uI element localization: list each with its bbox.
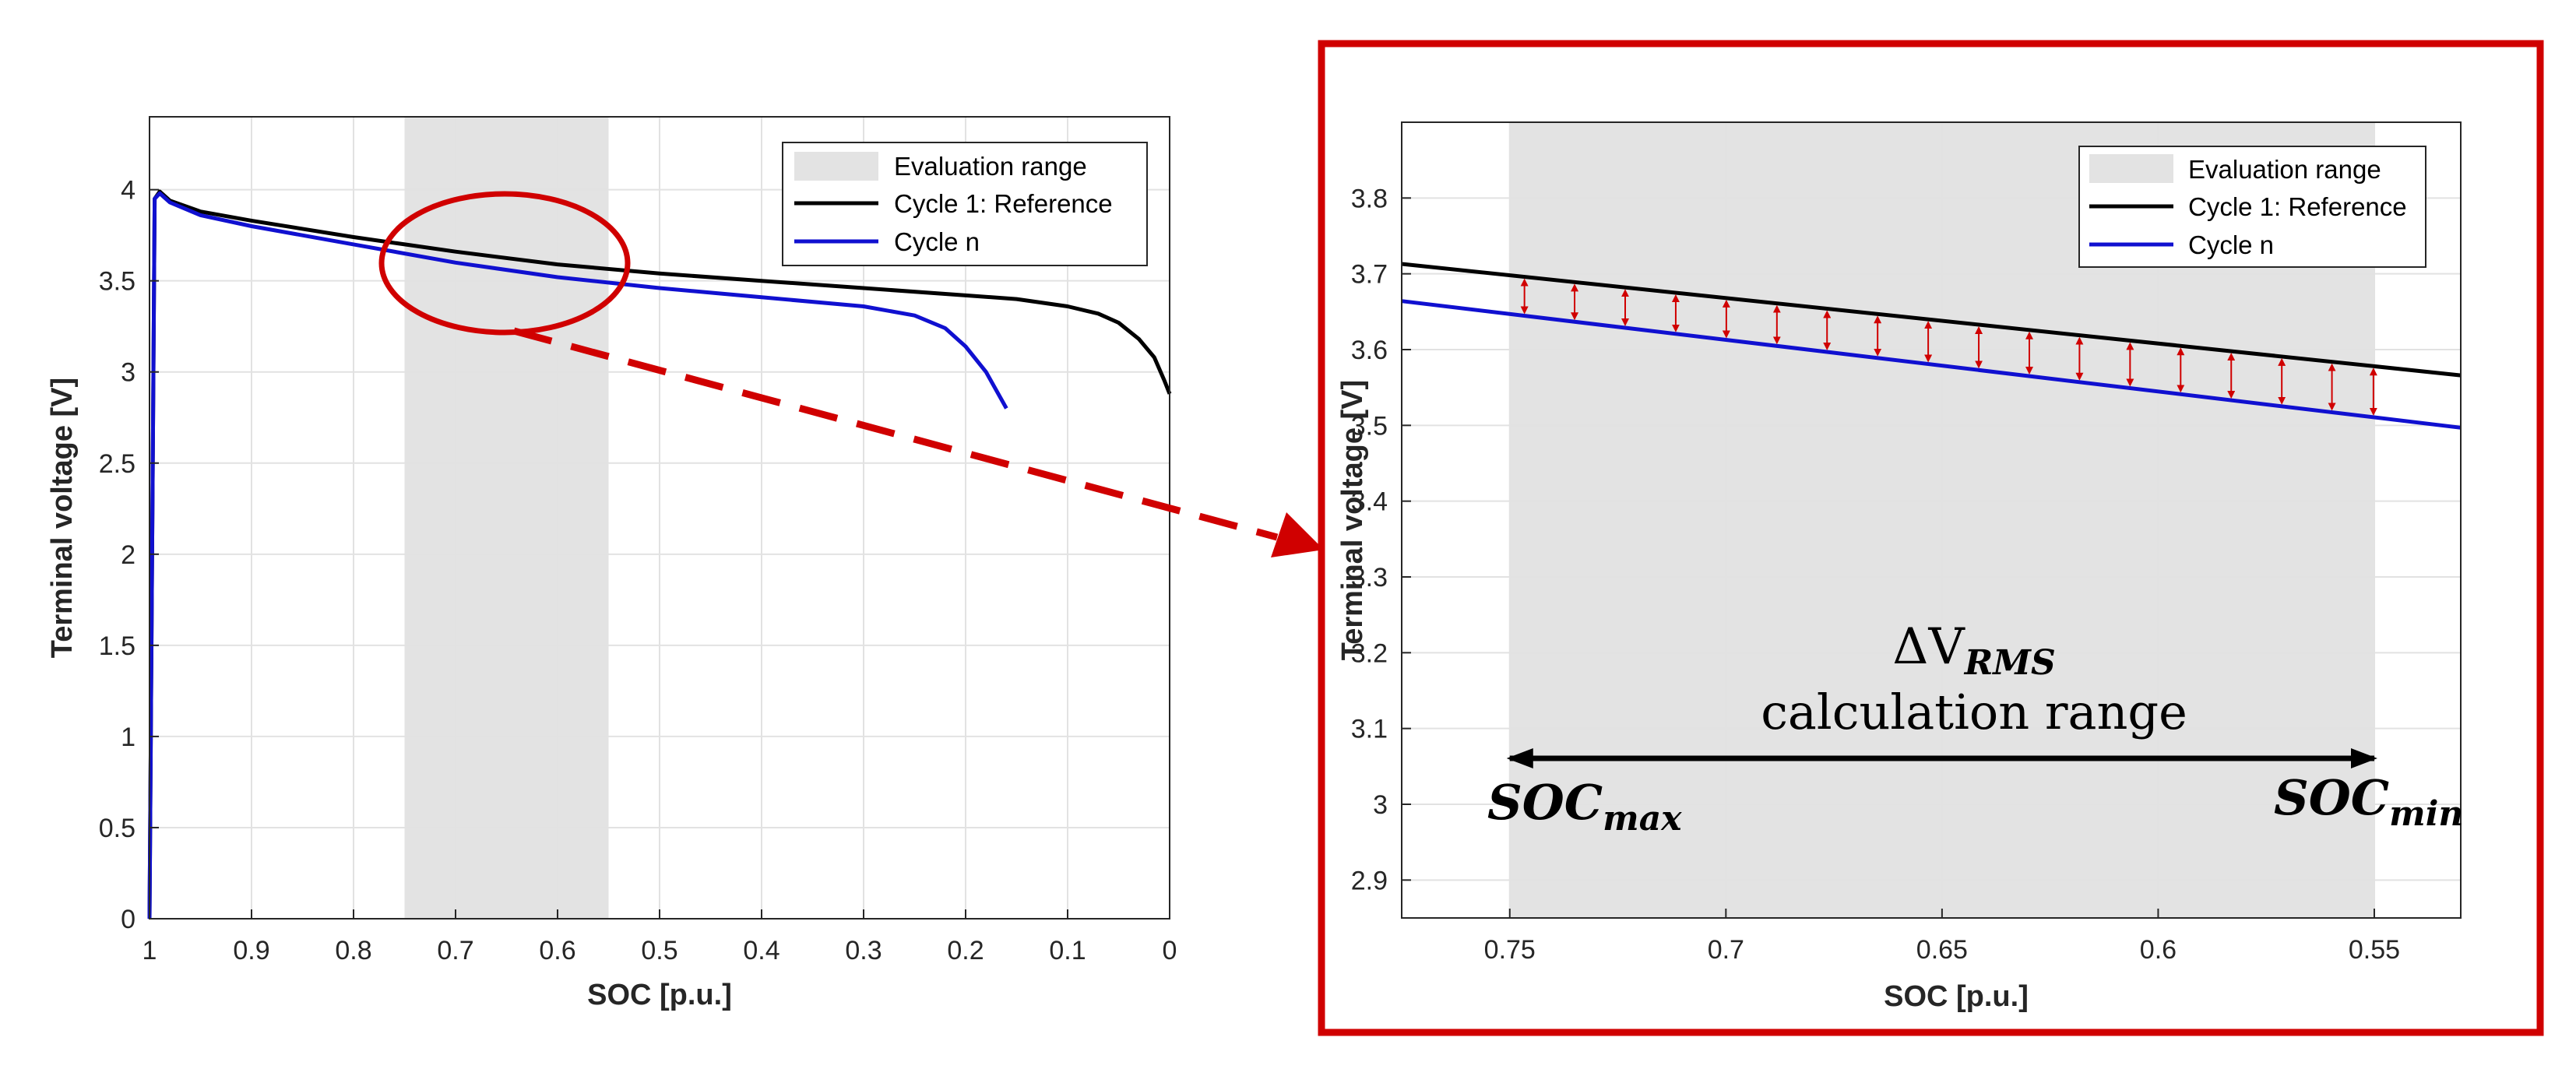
zoom-y-tick-label: 3.5 xyxy=(1351,411,1388,441)
zoom-y-tick-label: 3.2 xyxy=(1351,638,1388,668)
zoom-y-tick-label: 3.1 xyxy=(1351,715,1388,744)
soc-max-label: SOCmax xyxy=(1487,774,1682,839)
overview-evaluation-range-band xyxy=(404,117,609,919)
overview-y-tick-label: 3 xyxy=(121,358,135,388)
zoom-legend-cycle-n: Cycle n xyxy=(2188,230,2274,259)
overview-x-tick-label: 0.2 xyxy=(947,936,984,965)
soc-max-subscript: max xyxy=(1603,799,1682,839)
overview-y-tick-label: 3.5 xyxy=(99,267,135,297)
zoom-legend-reference: Cycle 1: Reference xyxy=(2188,192,2407,221)
zoom-y-axis-label: Terminal voltage [V] xyxy=(1336,380,1369,660)
overview-legend-range: Evaluation range xyxy=(894,152,1087,181)
zoom-y-tick-label: 3.3 xyxy=(1351,563,1388,593)
overview-cycle-n-line xyxy=(147,191,1008,920)
overview-chart: 1 0.9 0.8 0.7 0.6 0.5 0.4 0.3 0.2 0.1 0 0 0.5 1 1.5 2 2… xyxy=(46,116,1177,1011)
zoom-y-tick-label: 3 xyxy=(1373,790,1388,820)
overview-x-tick-label: 0.9 xyxy=(233,936,269,965)
zoom-y-tick-label: 3.4 xyxy=(1351,487,1388,517)
overview-reference-line xyxy=(147,189,1172,920)
overview-x-axis-label: SOC [p.u.] xyxy=(587,979,732,1011)
overview-y-tick-label: 1.5 xyxy=(99,631,135,661)
overview-x-tick-label: 0.3 xyxy=(845,936,882,965)
zoom-reference-line xyxy=(1401,262,2462,378)
delta-v-rms-label: ΔVRMS xyxy=(1892,618,2055,683)
zoom-chart: 0.75 0.7 0.65 0.6 0.55 2.9 3 3.1 3.2 3.3 3.4 3.5 3.… xyxy=(1336,121,2463,1013)
overview-y-tick-label: 2.5 xyxy=(99,449,135,479)
overview-x-tick-label: 0.7 xyxy=(437,936,473,965)
overview-legend: Evaluation range Cycle 1: Reference Cycl… xyxy=(782,142,1148,266)
overview-y-tick-label: 1 xyxy=(121,723,135,752)
delta-v-subscript: RMS xyxy=(1963,643,2056,683)
overview-legend-reference: Cycle 1: Reference xyxy=(894,189,1113,218)
zoom-y-tick-label: 3.8 xyxy=(1351,184,1388,213)
overview-x-tick-label: 1 xyxy=(143,936,157,965)
zoom-x-tick-label: 0.65 xyxy=(1916,935,1968,965)
zoom-legend: Evaluation range Cycle 1: Reference Cycl… xyxy=(2078,146,2426,268)
overview-x-tick-label: 0.6 xyxy=(539,936,575,965)
zoom-connector-arrowhead xyxy=(1271,512,1324,557)
zoom-connector-arrow xyxy=(512,327,1279,541)
zoom-highlight-ellipse xyxy=(378,191,631,336)
overview-x-tick-label: 0 xyxy=(1163,936,1177,965)
overview-x-tick-label: 0.5 xyxy=(641,936,677,965)
zoom-legend-range-swatch xyxy=(2089,154,2173,183)
overview-x-tick-label: 0.4 xyxy=(743,936,779,965)
zoom-cycle-n-line xyxy=(1401,299,2462,430)
zoom-legend-range: Evaluation range xyxy=(2188,155,2381,184)
overview-y-axis-label: Terminal voltage [V] xyxy=(46,378,79,658)
zoom-x-tick-label: 0.55 xyxy=(2349,935,2400,965)
zoom-x-axis-label: SOC [p.u.] xyxy=(1884,980,2029,1013)
zoom-panel-frame xyxy=(1318,40,2544,1036)
zoom-x-tick-label: 0.6 xyxy=(2140,935,2177,965)
overview-y-tick-label: 0 xyxy=(121,905,135,934)
overview-y-tick-label: 0.5 xyxy=(99,814,135,843)
overview-x-tick-label: 0.1 xyxy=(1049,936,1086,965)
calculation-range-label: calculation range xyxy=(1761,684,2187,740)
soc-min-main: SOC xyxy=(2274,769,2389,826)
overview-legend-range-swatch xyxy=(794,152,878,181)
delta-v-symbol: ΔV xyxy=(1892,618,1965,676)
overview-legend-cycle-n: Cycle n xyxy=(894,227,980,256)
overview-y-tick-label: 4 xyxy=(121,176,135,206)
zoom-plot-frame xyxy=(1401,121,2462,919)
zoom-y-tick-label: 3.7 xyxy=(1351,260,1388,290)
overview-y-tick-label: 2 xyxy=(121,540,135,570)
soc-min-label: SOCmin xyxy=(2274,769,2463,834)
soc-max-main: SOC xyxy=(1487,774,1603,831)
zoom-y-tick-label: 3.6 xyxy=(1351,336,1388,365)
zoom-x-tick-label: 0.7 xyxy=(1708,935,1744,965)
zoom-y-tick-label: 2.9 xyxy=(1351,866,1388,895)
overview-x-tick-label: 0.8 xyxy=(335,936,371,965)
zoom-x-tick-label: 0.75 xyxy=(1484,935,1536,965)
soc-min-subscript: min xyxy=(2389,794,2463,834)
